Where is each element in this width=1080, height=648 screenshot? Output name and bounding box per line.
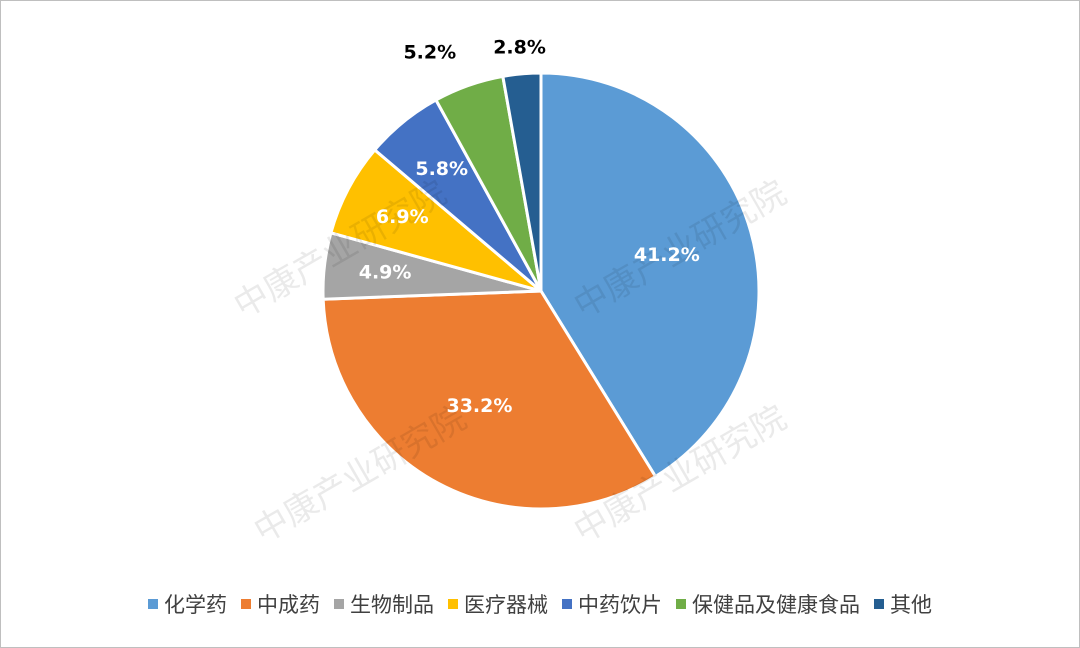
legend-label: 医疗器械: [464, 593, 548, 617]
legend-label: 中药饮片: [578, 593, 662, 617]
data-label: 33.2%: [446, 395, 512, 417]
data-label: 5.2%: [403, 41, 456, 63]
legend-item: 生物制品: [334, 589, 434, 619]
legend-item: 中成药: [241, 589, 320, 619]
pie-slice: [321, 289, 658, 511]
data-label: 41.2%: [634, 244, 700, 266]
legend-swatch: [334, 599, 344, 609]
legend-swatch: [241, 599, 251, 609]
legend-item: 中药饮片: [562, 589, 662, 619]
data-label: 6.9%: [376, 206, 429, 228]
pie-slice: [501, 71, 543, 292]
legend-swatch: [874, 599, 884, 609]
data-label: 2.8%: [493, 36, 546, 58]
legend-label: 保健品及健康食品: [692, 593, 860, 617]
legend-item: 医疗器械: [448, 589, 548, 619]
data-label: 5.8%: [415, 158, 468, 180]
legend-item: 其他: [874, 589, 932, 619]
legend-swatch: [676, 599, 686, 609]
pie-slice: [539, 71, 761, 479]
legend-label: 中成药: [257, 593, 320, 617]
legend-item: 化学药: [148, 589, 227, 619]
legend-item: 保健品及健康食品: [676, 589, 860, 619]
data-label: 4.9%: [359, 261, 412, 283]
legend: 化学药 中成药 生物制品 医疗器械 中药饮片 保健品及健康食品 其他: [1, 589, 1079, 619]
legend-label: 其他: [890, 593, 932, 617]
legend-swatch: [448, 599, 458, 609]
legend-swatch: [148, 599, 158, 609]
legend-swatch: [562, 599, 572, 609]
legend-label: 生物制品: [350, 593, 434, 617]
legend-label: 化学药: [164, 593, 227, 617]
